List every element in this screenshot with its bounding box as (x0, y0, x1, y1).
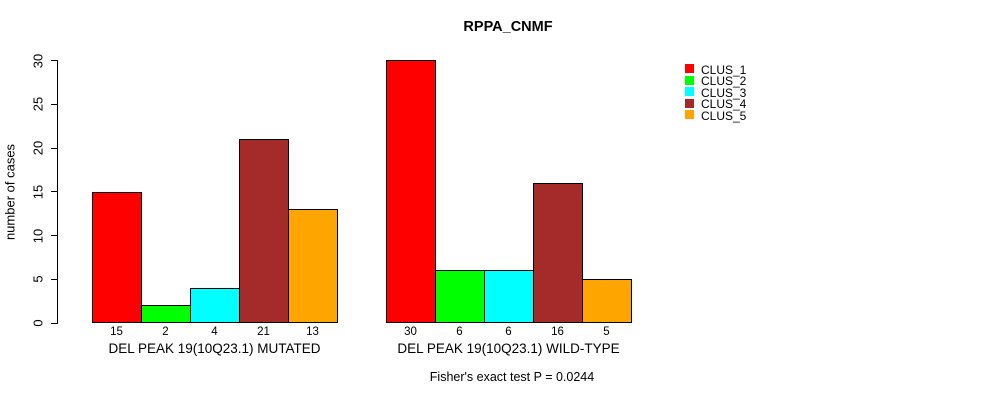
legend-label-clus_3: CLUS_3 (701, 85, 747, 100)
legend-label-clus_2: CLUS_2 (701, 74, 747, 89)
legend-swatch-clus_3 (685, 87, 694, 97)
bar-value-label: 15 (110, 326, 123, 338)
bar-clus_3-group1 (190, 288, 240, 323)
bar-value-label: 5 (603, 326, 610, 338)
chart-title: RPPA_CNMF (463, 19, 553, 35)
y-tick-label: 30 (30, 53, 46, 68)
x-group-label: DEL PEAK 19(10Q23.1) WILD-TYPE (397, 341, 620, 356)
y-tick-label: 10 (30, 228, 46, 243)
footnote: Fisher's exact test P = 0.0244 (429, 370, 595, 384)
y-tick-label: 15 (30, 184, 46, 199)
y-tick-label: 25 (30, 97, 46, 112)
bar-value-label: 30 (404, 326, 417, 338)
y-tick-label: 0 (30, 319, 46, 327)
x-group-label: DEL PEAK 19(10Q23.1) MUTATED (108, 341, 321, 356)
legend-label-clus_4: CLUS_4 (701, 97, 747, 112)
bar-clus_4-group1 (239, 139, 289, 323)
y-axis-tick (51, 103, 58, 105)
legend-label-clus_1: CLUS_1 (701, 62, 747, 77)
bar-clus_3-group2 (484, 270, 534, 323)
y-axis-tick (51, 147, 58, 149)
legend-label-clus_5: CLUS_5 (701, 108, 747, 123)
y-axis-label: number of cases (2, 143, 18, 241)
bar-value-label: 16 (551, 326, 564, 338)
y-axis-tick (51, 235, 58, 236)
bar-clus_5-group2 (582, 279, 632, 323)
bar-clus_5-group1 (288, 209, 338, 323)
legend-swatch-clus_4 (685, 98, 694, 108)
bar-clus_1-group2 (386, 60, 436, 323)
bar-value-label: 4 (211, 326, 218, 338)
legend-swatch-clus_2 (685, 75, 694, 85)
bar-value-label: 6 (505, 326, 512, 338)
legend-swatch-clus_5 (685, 110, 694, 120)
bar-clus_1-group1 (92, 192, 142, 323)
bar-value-label: 6 (456, 326, 463, 338)
bar-value-label: 13 (306, 326, 319, 338)
y-axis-line (57, 60, 58, 324)
bar-clus_4-group2 (533, 183, 583, 323)
y-tick-label: 5 (30, 275, 46, 283)
bar-value-label: 21 (257, 326, 270, 338)
y-axis-tick (51, 322, 58, 324)
y-axis-tick (51, 60, 58, 61)
y-axis-tick (51, 191, 58, 193)
y-tick-label: 20 (30, 140, 46, 156)
y-axis-tick (51, 278, 58, 280)
bar-value-label: 2 (162, 326, 169, 338)
bar-clus_2-group1 (141, 305, 191, 323)
legend-swatch-clus_1 (685, 64, 694, 73)
bar-clus_2-group2 (435, 270, 485, 323)
